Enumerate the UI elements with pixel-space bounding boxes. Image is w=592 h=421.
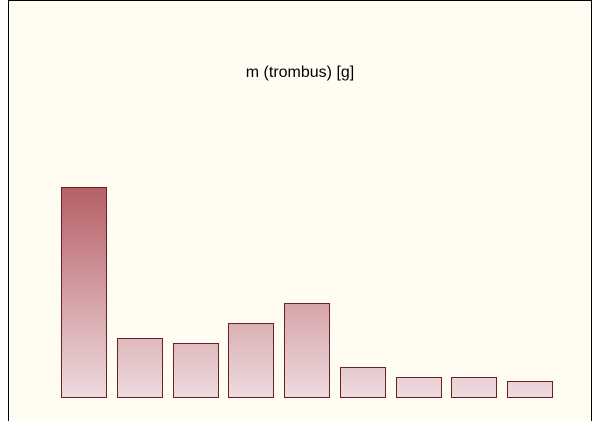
- bar: [284, 303, 330, 398]
- bar: [61, 187, 107, 398]
- bar: [340, 367, 386, 398]
- bar: [117, 338, 163, 398]
- bar: [228, 323, 274, 398]
- bar: [507, 381, 553, 398]
- bar: [396, 377, 442, 398]
- bar: [173, 343, 219, 398]
- bar: [451, 377, 497, 398]
- chart-title: m (trombus) [g]: [246, 64, 354, 81]
